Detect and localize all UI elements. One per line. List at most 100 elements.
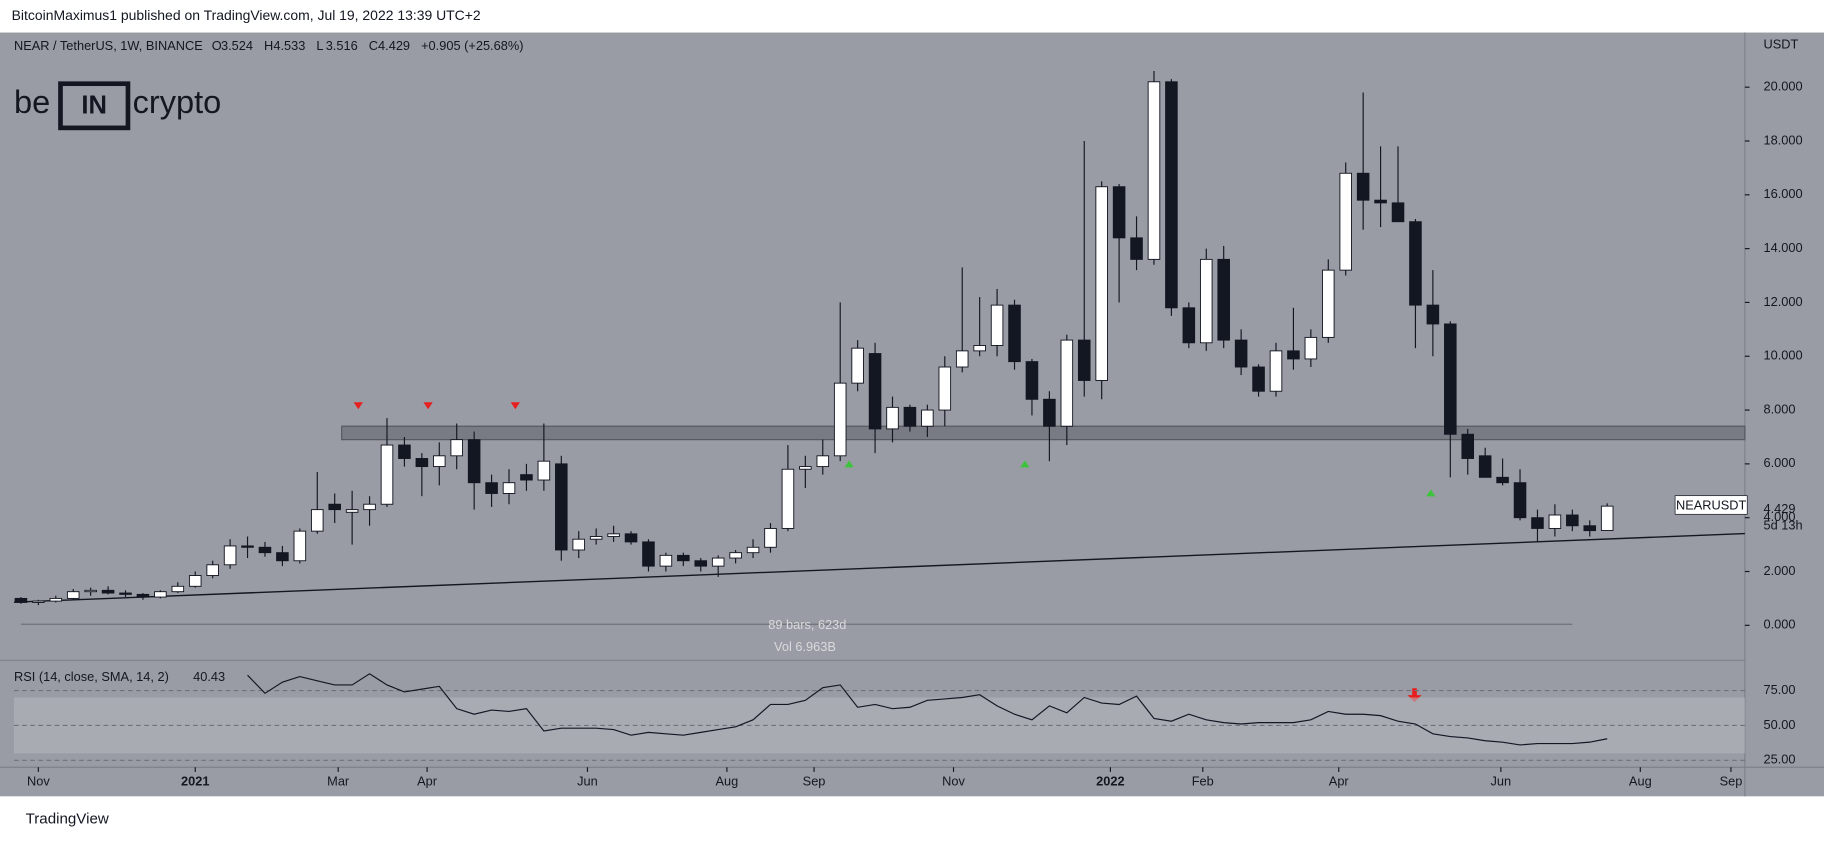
logo-text: IN	[81, 92, 107, 120]
candle-body	[14, 597, 28, 603]
candle-body	[1199, 258, 1213, 344]
y-tick-label: 6.000	[1764, 455, 1796, 470]
candle-body	[1008, 304, 1021, 363]
candle-body	[1095, 186, 1108, 381]
y-tick-label: 20.000	[1764, 79, 1803, 94]
red-marker	[510, 402, 520, 410]
candle-body	[363, 503, 376, 511]
candle-body	[84, 589, 97, 593]
candle-body	[1182, 307, 1196, 344]
candle-body	[1043, 398, 1056, 427]
candle-body	[694, 560, 708, 567]
candle-body	[1566, 514, 1579, 527]
y-tick-label: 16.000	[1764, 186, 1803, 201]
candle-body	[345, 509, 359, 513]
candle-body	[1322, 269, 1335, 338]
candle-body	[886, 406, 899, 430]
candle-body	[276, 552, 289, 562]
green-marker	[844, 460, 854, 468]
x-tick-label: Apr	[1329, 774, 1350, 789]
rsi-label: RSI (14, close, SMA, 14, 2)	[14, 669, 169, 684]
x-tick-label: Jun	[1491, 774, 1512, 789]
candle-body	[711, 557, 725, 567]
rsi-value: 40.43	[193, 669, 225, 684]
candle-body	[328, 503, 341, 511]
ohlc-label: H	[264, 38, 273, 53]
candle-body	[223, 545, 237, 566]
candle-body	[555, 463, 568, 551]
candle-body	[1025, 361, 1039, 400]
candle-body	[293, 530, 307, 562]
ohlc-value: 4.429	[378, 38, 410, 53]
symbol: NEAR / TetherUS, 1W, BINANCE	[14, 38, 203, 53]
footer-brand: TradingView	[26, 811, 109, 828]
candle-body	[66, 591, 80, 599]
candle-body	[32, 600, 45, 603]
volume-label: Vol 6.963B	[774, 639, 836, 654]
candle-body	[973, 345, 986, 352]
y-tick-label: 10.000	[1764, 348, 1803, 363]
candle-body	[119, 592, 132, 595]
y-tick-label: 14.000	[1764, 240, 1803, 255]
candle-body	[781, 468, 795, 529]
candle-body	[1478, 455, 1492, 478]
candle-body	[1374, 199, 1387, 204]
candle-body	[746, 546, 760, 554]
candle-body	[1444, 323, 1457, 435]
x-tick-label: Feb	[1192, 774, 1214, 789]
candle-body	[1461, 433, 1475, 459]
candle-body	[764, 527, 777, 548]
candle-body	[1234, 339, 1248, 368]
red-marker	[353, 402, 363, 410]
ohlc-value: 4.533	[273, 38, 305, 53]
candle-body	[310, 509, 324, 532]
ohlc-value: 3.516	[326, 38, 358, 53]
candle-body	[1356, 172, 1370, 201]
y-tick-label: 8.000	[1764, 401, 1796, 416]
candle-body	[921, 409, 934, 427]
last-price: 4.429	[1764, 501, 1796, 516]
rsi-tick-label: 25.00	[1764, 752, 1796, 767]
candle-body	[955, 350, 969, 368]
candle-body	[1112, 186, 1126, 239]
candle-body	[868, 353, 882, 430]
candle-body	[1165, 81, 1178, 309]
candle-body	[415, 458, 429, 468]
candle-body	[1548, 514, 1562, 529]
x-tick-label: Apr	[417, 774, 438, 789]
candle-body	[1287, 350, 1300, 360]
candle-body	[1130, 237, 1143, 260]
candle-body	[1060, 339, 1074, 427]
x-tick-label: Nov	[942, 774, 965, 789]
candle-body	[101, 589, 115, 594]
y-tick-label: 0.000	[1764, 617, 1796, 632]
candle-body	[642, 541, 655, 567]
candle-body	[520, 474, 533, 481]
measure-label: 89 bars, 623d	[768, 617, 846, 632]
red-marker	[423, 402, 433, 410]
candle-body	[502, 482, 516, 494]
candle-body	[450, 439, 463, 457]
x-tick-label: Aug	[1629, 774, 1652, 789]
candle-body	[154, 591, 167, 598]
candle-body	[1304, 336, 1318, 360]
y-tick-label: 18.000	[1764, 132, 1803, 147]
x-tick-label: 2022	[1096, 774, 1124, 789]
support-line	[13, 532, 1745, 603]
candle-body	[607, 533, 620, 537]
candle-body	[1147, 81, 1161, 260]
candle-body	[677, 554, 690, 562]
x-tick-label: 2021	[181, 774, 209, 789]
candle-body	[1426, 304, 1440, 325]
candle-body	[1496, 476, 1509, 484]
axis-unit: USDT	[1764, 37, 1799, 52]
candle-body	[398, 444, 411, 459]
x-tick-label: Nov	[27, 774, 50, 789]
ohlc-label: O	[212, 38, 222, 53]
resistance-zone	[341, 425, 1746, 441]
logo-box	[58, 81, 131, 131]
candle-body	[833, 382, 847, 457]
rsi-tick-label: 50.00	[1764, 717, 1796, 732]
candle-body	[433, 455, 446, 468]
candle-body	[206, 564, 219, 577]
